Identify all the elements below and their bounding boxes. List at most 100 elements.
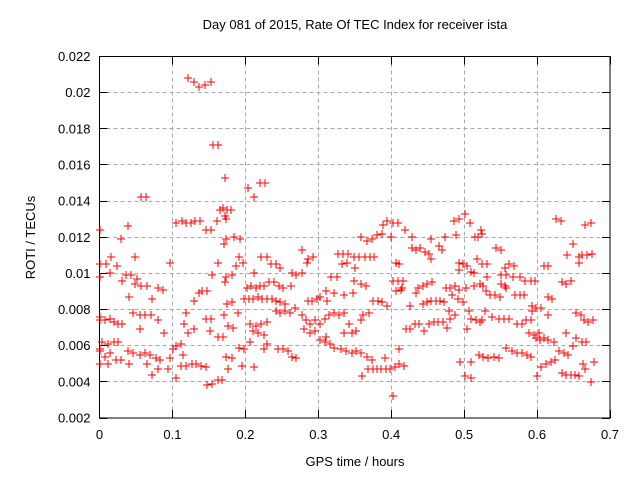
data-point [428,278,436,286]
data-point [222,235,230,243]
data-point [254,329,262,337]
data-point [152,354,160,362]
data-point [509,273,517,281]
data-point [292,354,300,362]
scatter-points-layer [96,74,598,400]
data-point [250,269,258,277]
data-point [483,273,491,281]
data-point [412,246,420,254]
data-point [125,360,133,368]
data-point [184,329,192,337]
data-point [408,233,416,241]
data-point [558,278,566,286]
data-point [587,378,595,386]
data-point [523,351,531,359]
data-point [142,193,150,201]
data-point [96,260,104,268]
data-point [399,277,407,285]
data-point [279,284,287,292]
data-point [172,374,180,382]
data-point [582,338,590,346]
data-point [340,291,348,299]
data-point [238,362,246,370]
data-point [492,244,500,252]
y-axis-label: ROTI / TECUs [23,195,38,279]
data-point [550,338,558,346]
data-point [455,286,463,294]
data-point [446,315,454,323]
data-point [263,340,271,348]
data-point [465,307,473,315]
data-point [571,371,579,379]
data-point [505,260,513,268]
data-point [260,331,268,339]
data-point [154,365,162,373]
data-point [454,295,462,303]
data-point [96,313,104,321]
data-point [147,311,155,319]
data-point [333,273,341,281]
data-point [112,356,120,364]
data-point [321,338,329,346]
data-point [322,287,330,295]
data-point [467,374,475,382]
data-point [590,358,598,366]
data-point [450,217,458,225]
data-point [298,246,306,254]
data-point [342,347,350,355]
data-point [160,329,168,337]
data-point [117,235,125,243]
data-point [588,250,596,258]
data-point [223,300,231,308]
data-point [179,351,187,359]
data-point [340,309,348,317]
data-point [291,304,299,312]
data-point [246,338,254,346]
data-point [392,287,400,295]
data-point [441,233,449,241]
x-tick-label: 0.2 [236,427,254,442]
data-point [412,289,420,297]
data-point [323,297,331,305]
data-point [368,356,376,364]
data-point [463,325,471,333]
x-tick-label: 0.3 [309,427,327,442]
x-tick-label: 0.5 [455,427,473,442]
data-point [190,78,198,86]
data-point [316,293,324,301]
data-point [316,336,324,344]
data-point [479,353,487,361]
data-point [575,259,583,267]
data-point [252,284,260,292]
data-point [395,345,403,353]
x-tick-label: 0 [96,427,103,442]
data-point [252,322,260,330]
data-point [316,320,324,328]
data-point [397,286,405,294]
data-point [148,295,156,303]
data-point [544,311,552,319]
data-point [98,338,106,346]
data-point [272,297,280,305]
data-point [227,206,235,214]
data-point [243,284,251,292]
data-point [459,298,467,306]
data-point [322,333,330,341]
data-point [196,217,204,225]
data-point [172,219,180,227]
data-point [260,282,268,290]
data-point [337,345,345,353]
data-point [190,325,198,333]
data-point [423,298,431,306]
y-tick-label: 0.012 [58,230,91,245]
data-point [467,315,475,323]
data-point [192,360,200,368]
data-point [451,282,459,290]
data-point [309,253,317,261]
data-point [208,271,216,279]
data-point [501,264,509,272]
grid-layer [99,56,610,418]
data-point [284,347,292,355]
data-point [257,320,265,328]
